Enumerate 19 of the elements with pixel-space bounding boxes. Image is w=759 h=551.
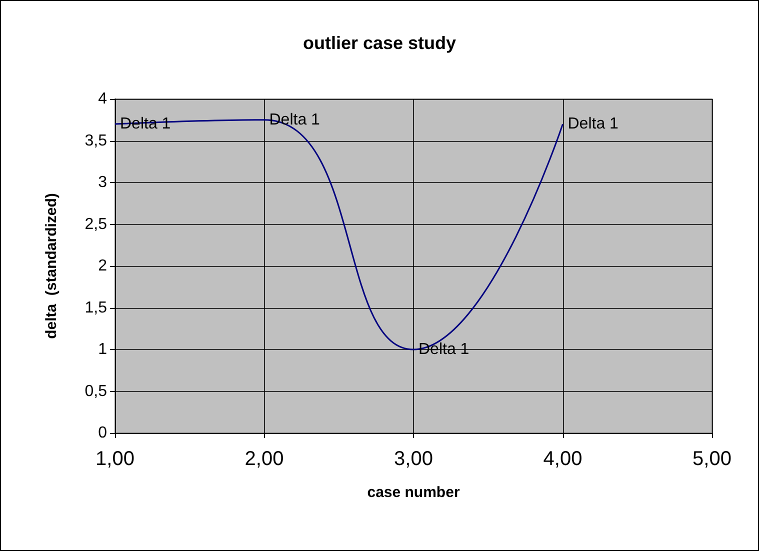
y-tick-label: 0,5 xyxy=(84,382,108,400)
x-tick-label: 4,00 xyxy=(543,448,582,470)
y-tick-label: 3 xyxy=(98,174,108,191)
x-tick-label: 3,00 xyxy=(394,448,433,470)
y-tick-label: 0 xyxy=(98,424,108,442)
text: Delta 1 xyxy=(568,116,618,133)
x-tick-label: 5,00 xyxy=(692,448,732,470)
y-tick-label: 4 xyxy=(98,90,108,108)
x-tick-label: 2,00 xyxy=(244,448,284,470)
x-tick-label: 1,00 xyxy=(96,448,134,470)
y-tick-label: 1 xyxy=(98,341,108,358)
y-tick-label: 2 xyxy=(98,258,108,274)
x-axis-title: case number xyxy=(367,484,460,501)
y-tick-label: 1,5 xyxy=(84,299,108,316)
chart-title: outlier case study xyxy=(302,33,456,53)
y-tick-label: 2,5 xyxy=(84,216,108,233)
text: Delta 1 xyxy=(269,111,320,128)
y-tick-label: 3,5 xyxy=(84,132,108,150)
y-axis-title: delta (standardized) xyxy=(43,193,60,339)
